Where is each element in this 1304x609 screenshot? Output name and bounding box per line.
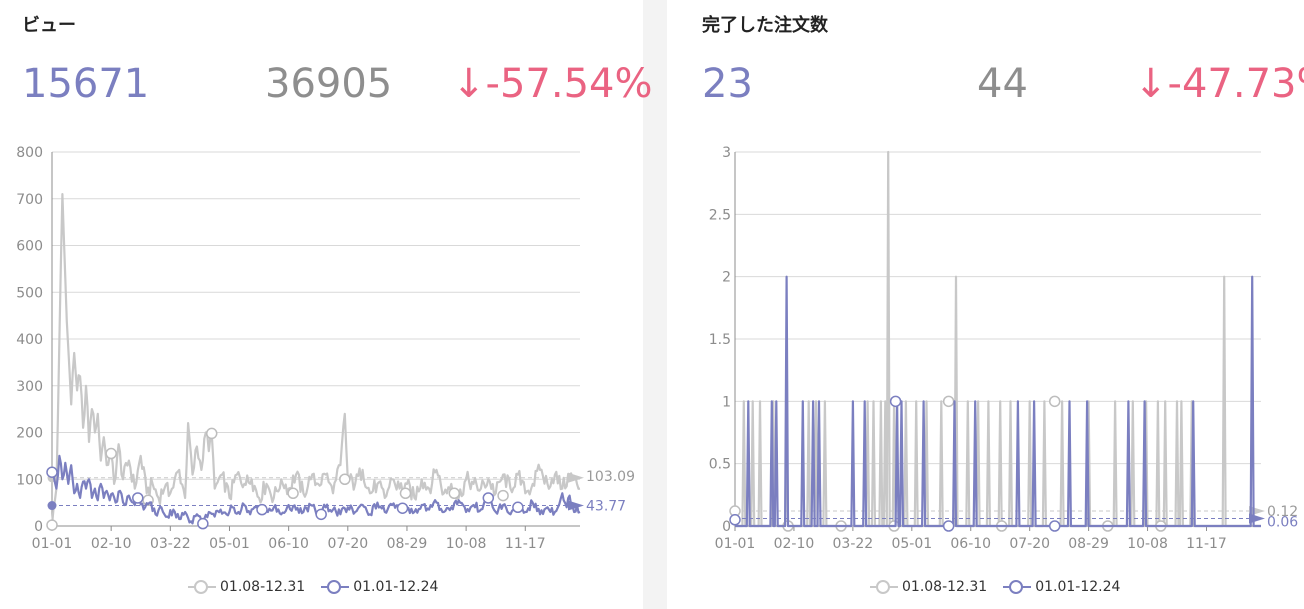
series-previous: 103.09 bbox=[46, 193, 635, 531]
x-tick-label: 03-22 bbox=[833, 536, 874, 552]
y-tick-label: 300 bbox=[16, 379, 43, 395]
kpi-previous-value: 44 bbox=[977, 61, 1028, 107]
completed-orders-panel: 完了した注文数 23 44 ↓-47.73% 0 0.5 1 1.5 2 2.5 3 01-0… bbox=[667, 0, 1304, 609]
series-line bbox=[50, 193, 581, 526]
data-point-marker bbox=[256, 503, 268, 516]
average-value-label: 0.12 bbox=[1267, 504, 1298, 520]
data-point-marker bbox=[46, 466, 58, 478]
data-point-marker bbox=[448, 487, 461, 500]
data-point-marker bbox=[132, 492, 144, 504]
y-tick-label: 600 bbox=[16, 239, 43, 255]
data-point-marker bbox=[942, 520, 955, 532]
legend-previous-swatch-icon bbox=[870, 579, 898, 595]
x-tick-label: 07-20 bbox=[1009, 536, 1050, 552]
kpi-current-value: 15671 bbox=[22, 61, 150, 107]
orders-line-chart: 0 0.5 1 1.5 2 2.5 3 01-01 02-10 03-22 05-01 06-10 07… bbox=[709, 145, 1299, 552]
data-point-marker bbox=[46, 519, 58, 531]
data-point-marker bbox=[105, 447, 117, 460]
y-tick-label: 800 bbox=[16, 145, 43, 161]
x-tick-label: 05-01 bbox=[891, 536, 932, 552]
data-point-marker bbox=[287, 487, 299, 500]
y-tick-label: 400 bbox=[16, 332, 43, 348]
average-value-label: 43.77 bbox=[586, 499, 626, 515]
data-point-marker bbox=[512, 501, 524, 514]
panel-title: ビュー bbox=[22, 15, 76, 36]
data-point-marker bbox=[497, 489, 509, 502]
data-point-marker bbox=[399, 487, 412, 500]
data-point-marker bbox=[942, 395, 955, 408]
x-tick-label: 11-17 bbox=[505, 536, 546, 552]
y-tick-label: 100 bbox=[16, 472, 43, 488]
legend-current-swatch-icon bbox=[1003, 579, 1032, 595]
y-tick-label: 2.5 bbox=[709, 207, 731, 223]
y-tick-label: 0 bbox=[34, 519, 43, 535]
kpi-change-value: ↓-47.73% bbox=[1134, 61, 1304, 107]
data-point-marker bbox=[889, 395, 902, 408]
x-tick-label: 01-01 bbox=[715, 536, 756, 552]
average-arrow bbox=[568, 472, 584, 483]
average-arrow bbox=[1249, 513, 1265, 524]
y-tick-label: 500 bbox=[16, 285, 43, 301]
x-ticks: 01-01 02-10 03-22 05-01 06-10 07-20 08-29 10-08… bbox=[715, 526, 1227, 552]
series-previous: 0.12 bbox=[729, 150, 1298, 532]
x-tick-label: 08-29 bbox=[1068, 536, 1109, 552]
legend-previous-label: 01.08-12.31 bbox=[220, 579, 306, 595]
legend-item-current[interactable]: 01.01-12.24 bbox=[321, 579, 438, 595]
x-tick-label: 02-10 bbox=[774, 536, 815, 552]
data-point-marker bbox=[339, 473, 351, 485]
data-point-marker bbox=[1048, 395, 1061, 408]
y-tick-label: 0.5 bbox=[709, 457, 731, 473]
kpi-previous-value: 36905 bbox=[265, 61, 393, 107]
data-point-marker bbox=[396, 502, 409, 514]
average-value-label: 103.09 bbox=[586, 469, 635, 485]
y-tick-label: 200 bbox=[16, 426, 43, 442]
series-current: 0.06 bbox=[729, 275, 1298, 532]
x-tick-label: 08-29 bbox=[387, 536, 428, 552]
data-point-marker bbox=[729, 514, 741, 526]
data-point-marker bbox=[315, 508, 327, 521]
x-tick-label: 07-20 bbox=[327, 536, 368, 552]
average-start-point bbox=[47, 501, 57, 511]
legend-current-swatch-icon bbox=[321, 579, 350, 595]
y-tick-label: 2 bbox=[722, 270, 731, 286]
y-tick-label: 700 bbox=[16, 192, 43, 208]
legend-previous-label: 01.08-12.31 bbox=[902, 579, 988, 595]
x-tick-label: 06-10 bbox=[268, 536, 309, 552]
data-point-marker bbox=[197, 517, 209, 530]
x-ticks: 01-01 02-10 03-22 05-01 06-10 07-20 08-29 10-08… bbox=[32, 526, 546, 552]
views-panel: ビュー 15671 36905 ↓-57.54% 0 100 200 300 400 50… bbox=[0, 0, 652, 609]
x-tick-label: 03-22 bbox=[150, 536, 191, 552]
legend-item-previous[interactable]: 01.08-12.31 bbox=[188, 579, 305, 595]
y-tick-label: 0 bbox=[722, 519, 731, 535]
average-arrow bbox=[568, 500, 584, 511]
data-point-marker bbox=[482, 492, 495, 504]
kpi-current-value: 23 bbox=[702, 61, 753, 107]
views-line-chart: 0 100 200 300 400 500 600 700 800 01-01 02-10 03-22… bbox=[16, 145, 635, 552]
x-tick-label: 10-08 bbox=[1127, 536, 1168, 552]
x-tick-label: 11-17 bbox=[1186, 536, 1227, 552]
x-tick-label: 05-01 bbox=[209, 536, 250, 552]
series-line bbox=[735, 275, 1261, 528]
y-tick-label: 1.5 bbox=[709, 332, 731, 348]
x-tick-label: 10-08 bbox=[446, 536, 487, 552]
legend-previous-swatch-icon bbox=[188, 579, 216, 595]
legend-item-current[interactable]: 01.01-12.24 bbox=[1003, 579, 1120, 595]
kpi-change-value: ↓-57.54% bbox=[452, 61, 653, 107]
x-tick-label: 01-01 bbox=[32, 536, 73, 552]
chart-legend: 01.08-12.31 01.01-12.24 bbox=[870, 578, 1120, 596]
legend-current-label: 01.01-12.24 bbox=[353, 579, 439, 595]
x-tick-label: 06-10 bbox=[950, 536, 991, 552]
series-current: 43.77 bbox=[46, 454, 626, 530]
legend-item-previous[interactable]: 01.08-12.31 bbox=[870, 579, 987, 595]
panel-title: 完了した注文数 bbox=[702, 15, 828, 36]
average-value-label: 0.06 bbox=[1267, 515, 1298, 531]
data-point-marker bbox=[205, 427, 218, 440]
y-tick-label: 3 bbox=[722, 145, 731, 161]
legend-current-label: 01.01-12.24 bbox=[1035, 579, 1121, 595]
y-tick-label: 1 bbox=[722, 394, 731, 410]
chart-legend: 01.08-12.31 01.01-12.24 bbox=[188, 578, 438, 596]
data-point-marker bbox=[1048, 520, 1061, 532]
x-tick-label: 02-10 bbox=[91, 536, 132, 552]
